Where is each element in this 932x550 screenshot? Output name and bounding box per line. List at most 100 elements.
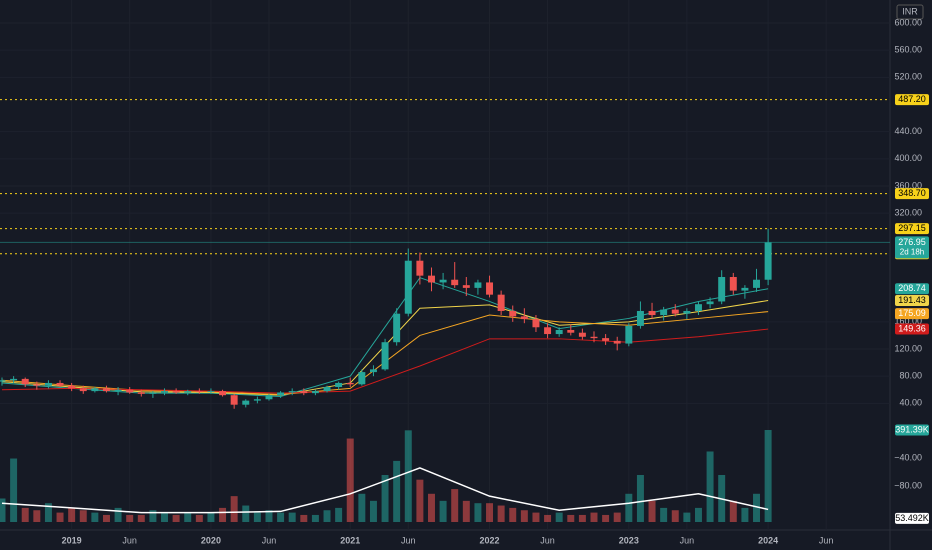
candle-body [532,319,540,328]
volume-bar [648,500,656,522]
x-tick-label: 2021 [340,535,360,545]
volume-bar [753,493,760,522]
candle-body [44,382,52,386]
last-price-label: 276.95 [898,237,926,247]
candle-body [335,382,343,388]
candle-body [451,279,459,286]
volume-bar [404,430,412,522]
candle-body [10,378,18,381]
y-tick-label: 80.00 [899,371,922,381]
volume-ma-line [1,467,769,514]
x-tick-label: 2020 [201,535,221,545]
volume-ma-label: 53.492K [895,513,929,523]
volume-bar [706,451,714,522]
volume-bar [184,512,192,522]
level-label: 297.15 [898,223,926,233]
volume-bar [230,496,238,522]
x-tick-label: Jun [401,535,416,545]
ma-label-box [895,294,929,306]
candle-body [265,395,273,400]
candle-body [300,391,308,394]
volume-scale-label: −80.00 [894,480,922,490]
candle-body [114,389,122,392]
y-tick-label: 400.00 [894,153,922,163]
volume-bar [381,474,389,522]
volume-bar [729,500,737,522]
level-label-box [895,223,929,235]
x-tick-label: 2022 [480,535,500,545]
y-tick-label: 360.00 [894,180,922,190]
candle-body [149,392,157,394]
candle-body [277,392,285,396]
volume-bar [195,514,203,522]
volume-bar [300,514,308,522]
level-label-box [895,94,929,106]
volume-bar [544,514,552,522]
volume-bar [509,507,517,522]
candle-body [91,388,99,392]
candle-body [509,310,517,317]
volume-bar [625,493,633,522]
candle-body [660,309,668,316]
candle-body [404,260,412,314]
volume-bar [602,514,610,522]
volume-bar [277,512,285,522]
volume-bar [694,507,702,522]
volume-bar [265,510,273,522]
last-price-box [895,236,929,259]
volume-bar [79,510,87,522]
y-tick-label: 40.00 [899,398,922,408]
volume-bar [0,498,6,522]
candle-body [369,369,377,373]
volume-bar [451,489,459,522]
volume-bar [439,500,447,522]
candle-body [590,336,598,339]
volume-bar [520,510,528,522]
x-tick-label: Jun [680,535,695,545]
candle-body [497,294,505,311]
candle-body [323,387,331,392]
volume-bar [555,512,563,522]
volume-bar [741,507,749,522]
candle-body [625,325,633,344]
volume-bar [428,493,435,522]
volume-bar [149,510,157,522]
candle-body [184,391,192,393]
candle-body [0,380,6,382]
x-tick-label: 2023 [619,535,639,545]
volume-bar [660,507,668,522]
ma-label: 149.36 [898,323,926,333]
candle-body [439,279,447,283]
x-tick-label: Jun [262,535,277,545]
volume-bar [207,512,215,522]
y-tick-label: 160.00 [894,316,922,326]
y-tick-label: 320.00 [894,208,922,218]
candle-body [195,391,203,393]
volume-bar [33,510,41,522]
candle-body [102,388,110,392]
candle-body [706,301,714,305]
volume-bar [172,514,180,522]
candle-body [207,391,215,393]
candle-body [137,392,145,394]
volume-bar [126,514,134,522]
volume-bar [346,438,354,522]
volume-bar [636,474,644,522]
volume-label-box [895,424,929,436]
candle-body [683,310,691,314]
ma-label: 175.09 [898,308,926,318]
volume-bar [532,512,540,522]
currency-box[interactable] [896,4,924,20]
candle-body [21,378,29,385]
candle-body [288,391,296,393]
candle-body [474,282,482,288]
volume-bar [393,460,401,522]
currency[interactable]: INR [902,6,918,16]
volume-bar [21,507,29,522]
candle-body [578,332,586,337]
ma-label: 208.74 [898,283,926,293]
y-tick-label: 520.00 [894,72,922,82]
